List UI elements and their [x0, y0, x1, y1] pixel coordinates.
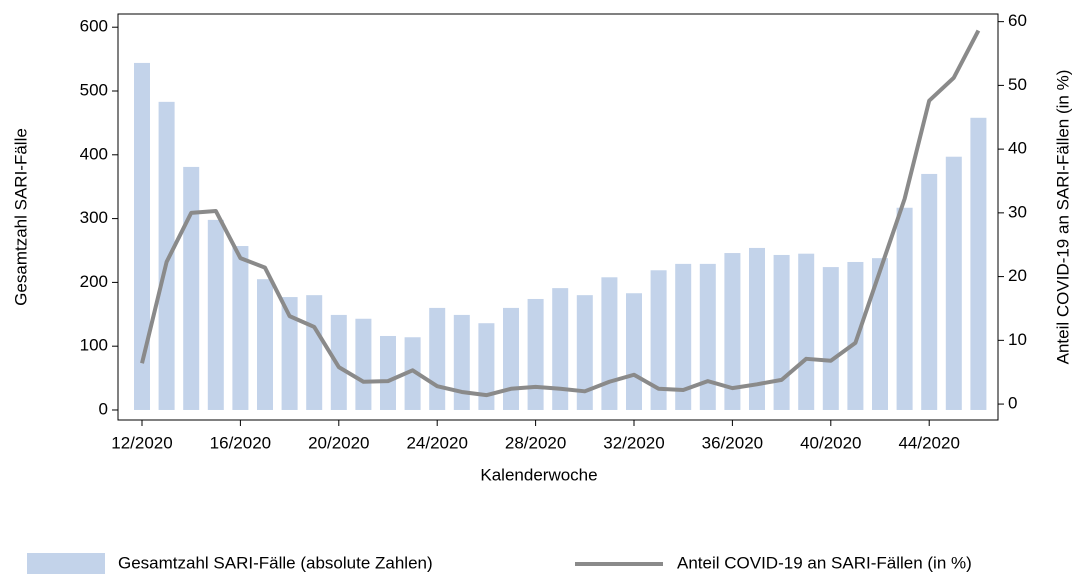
- y2-tick-label: 40: [1008, 139, 1027, 158]
- y-tick-label: 100: [80, 336, 108, 355]
- bar: [306, 295, 323, 410]
- x-tick-label: 28/2020: [505, 433, 566, 452]
- x-tick-label: 36/2020: [702, 433, 763, 452]
- bar: [749, 247, 765, 410]
- bar: [429, 307, 446, 410]
- y2-tick-label: 0: [1008, 394, 1017, 413]
- bar: [503, 307, 519, 410]
- bar: [453, 314, 470, 410]
- y2-axis-label: Anteil COVID-19 an SARI-Fällen (in %): [1053, 70, 1072, 365]
- bar: [921, 173, 938, 410]
- y-tick-label: 200: [80, 272, 108, 291]
- y2-tick-label: 20: [1008, 266, 1027, 285]
- y-tick-label: 600: [80, 17, 108, 36]
- bar: [158, 101, 175, 410]
- bar: [207, 219, 224, 410]
- bar: [822, 267, 839, 410]
- x-tick-label: 12/2020: [111, 433, 172, 452]
- bar: [945, 156, 962, 410]
- x-tick-label: 16/2020: [210, 433, 271, 452]
- bar: [281, 297, 298, 410]
- bar: [478, 323, 495, 410]
- bar: [355, 318, 372, 410]
- bar: [798, 253, 815, 410]
- y-axis-label: Gesamtzahl SARI-Fälle: [11, 128, 30, 306]
- line: [140, 29, 981, 398]
- bar: [257, 279, 273, 410]
- x-tick-label: 24/2020: [406, 433, 467, 452]
- bar: [872, 258, 888, 410]
- y-tick-label: 300: [80, 208, 108, 227]
- bar: [183, 166, 200, 410]
- legend-label: Anteil COVID-19 an SARI-Fällen (in %): [677, 553, 972, 572]
- bar: [970, 117, 987, 410]
- plot-frame: [117, 13, 999, 421]
- bar: [675, 263, 692, 410]
- bar: [896, 207, 913, 410]
- bar: [404, 337, 421, 410]
- x-axis-label: Kalenderwoche: [480, 465, 597, 484]
- legend-swatch: [27, 553, 105, 574]
- bar: [232, 246, 249, 410]
- y-tick-label: 400: [80, 144, 108, 163]
- bar: [847, 261, 864, 410]
- bar: [527, 298, 544, 410]
- bar: [330, 314, 347, 410]
- legend-label: Gesamtzahl SARI-Fälle (absolute Zahlen): [118, 553, 433, 572]
- y2-tick-label: 60: [1008, 11, 1027, 30]
- bar: [724, 253, 741, 410]
- bar: [699, 263, 716, 410]
- bar: [576, 295, 593, 410]
- x-tick-label: 32/2020: [603, 433, 664, 452]
- bar: [773, 254, 790, 410]
- y2-tick-label: 10: [1008, 330, 1027, 349]
- y2-tick-label: 30: [1008, 202, 1027, 221]
- x-tick-label: 20/2020: [308, 433, 369, 452]
- bar: [380, 335, 396, 410]
- bar: [626, 293, 642, 410]
- y2-tick-label: 50: [1008, 75, 1027, 94]
- bar: [134, 62, 150, 410]
- y-tick-label: 0: [99, 399, 108, 418]
- x-tick-label: 40/2020: [800, 433, 861, 452]
- y-tick-label: 500: [80, 80, 108, 99]
- bar: [601, 277, 618, 410]
- bar: [552, 288, 569, 410]
- bar: [650, 270, 667, 410]
- x-tick-label: 44/2020: [898, 433, 959, 452]
